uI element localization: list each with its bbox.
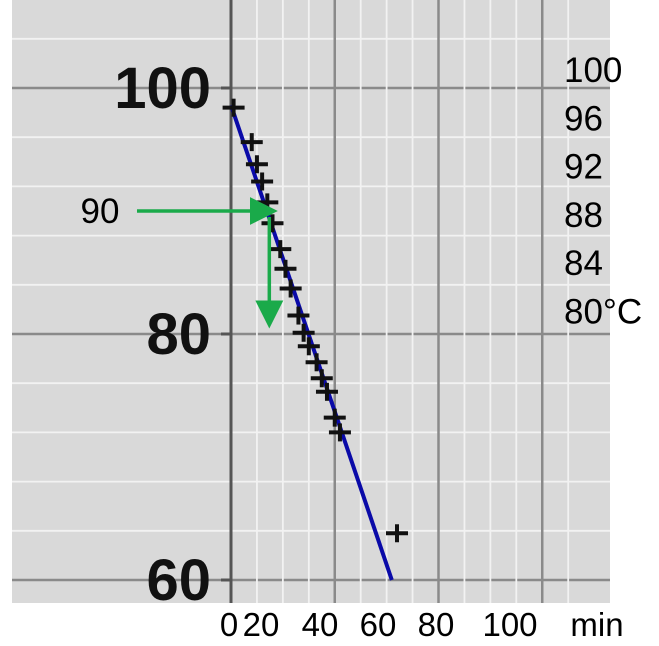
data-point [386,524,408,543]
data-point [261,214,284,233]
trend-line-segment [229,104,394,581]
data-points [222,98,408,543]
bottom-scale-label: 100 [482,606,537,643]
bottom-scale-labels: 0 20 40 60 80 100 min [220,606,624,643]
data-point [292,323,315,342]
data-point [269,240,292,259]
bottom-scale-label: 60 [360,606,397,643]
data-point [323,408,346,427]
data-point [287,306,310,325]
data-point [245,155,268,174]
bottom-scale-label: 40 [302,606,339,643]
trend-line [229,104,394,581]
right-scale-label: 84 [564,244,603,283]
bottom-scale-label: 20 [243,606,280,643]
data-point [279,279,302,298]
right-scale-label: 80°C [564,293,642,332]
bottom-scale-label: 80 [418,606,455,643]
right-scale-label: 92 [564,148,603,187]
right-scale-label: 96 [564,99,603,138]
data-point [315,382,338,401]
right-scale-labels: 100 96 92 88 84 80°C [564,51,642,332]
right-scale-label: 100 [564,51,622,90]
bottom-scale-label: min [570,606,623,643]
y-tick-labels: 100 80 60 [114,56,231,613]
y-tick-label: 60 [146,548,211,613]
data-point [310,369,333,388]
grid-lines [12,0,610,603]
bottom-scale-label: 0 [220,606,238,643]
annotation-label: 90 [81,192,120,231]
annotation-90: 90 [81,192,284,329]
data-point [274,259,297,278]
data-point [251,172,274,191]
y-tick-label: 80 [146,302,211,367]
data-point [328,423,351,442]
data-point [256,193,279,212]
y-tick-label: 100 [114,56,211,121]
right-scale-label: 88 [564,196,603,235]
data-point [240,133,263,152]
data-point [222,98,245,117]
data-point [305,353,328,372]
plot-area-background [12,0,610,603]
data-point [297,337,320,356]
